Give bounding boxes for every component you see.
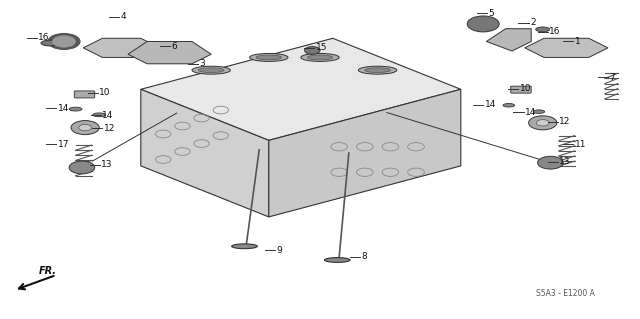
Ellipse shape [41,40,59,46]
Ellipse shape [358,66,397,74]
Polygon shape [141,89,269,217]
Ellipse shape [365,68,390,73]
Text: 12: 12 [104,124,115,133]
Circle shape [305,47,320,54]
Text: 8: 8 [362,252,367,261]
Ellipse shape [301,54,339,62]
Text: 10: 10 [520,84,531,93]
Circle shape [467,16,499,32]
Circle shape [79,124,92,131]
Circle shape [69,161,95,174]
Polygon shape [141,38,461,140]
Text: 4: 4 [120,12,126,21]
Circle shape [52,36,76,47]
Ellipse shape [198,68,224,73]
Circle shape [48,33,80,49]
Text: 14: 14 [58,104,69,113]
Ellipse shape [503,103,515,107]
Text: 2: 2 [530,19,536,27]
Ellipse shape [69,107,82,111]
Circle shape [529,116,557,130]
Text: 17: 17 [58,140,69,149]
Text: 14: 14 [484,100,496,109]
Text: 13: 13 [101,160,113,169]
FancyBboxPatch shape [74,91,95,98]
Text: 1: 1 [575,37,580,46]
Text: 9: 9 [276,246,282,255]
Polygon shape [486,29,531,51]
Ellipse shape [324,258,350,262]
Polygon shape [83,38,160,57]
Ellipse shape [256,55,282,60]
Text: 16: 16 [38,33,50,42]
Ellipse shape [307,55,333,60]
Text: 6: 6 [172,42,177,51]
Circle shape [538,156,563,169]
Text: 14: 14 [102,111,114,120]
Circle shape [71,121,99,135]
Polygon shape [525,38,608,57]
Text: 5: 5 [488,9,494,18]
Ellipse shape [250,54,288,62]
Ellipse shape [93,113,106,117]
Ellipse shape [232,244,257,249]
FancyBboxPatch shape [511,86,531,93]
Ellipse shape [192,66,230,74]
Text: 10: 10 [99,88,111,97]
Text: 14: 14 [525,108,536,117]
Text: S5A3 - E1200 A: S5A3 - E1200 A [536,289,595,298]
Text: 3: 3 [200,59,205,68]
Text: 16: 16 [549,27,561,36]
Text: FR.: FR. [38,266,56,276]
Circle shape [536,120,549,126]
Polygon shape [128,41,211,64]
Text: 15: 15 [316,43,327,52]
Text: 11: 11 [575,140,586,149]
Ellipse shape [536,27,550,32]
Text: 7: 7 [609,73,615,82]
Ellipse shape [533,110,545,114]
Text: 12: 12 [559,117,571,126]
Text: 13: 13 [559,157,571,166]
Polygon shape [269,89,461,217]
